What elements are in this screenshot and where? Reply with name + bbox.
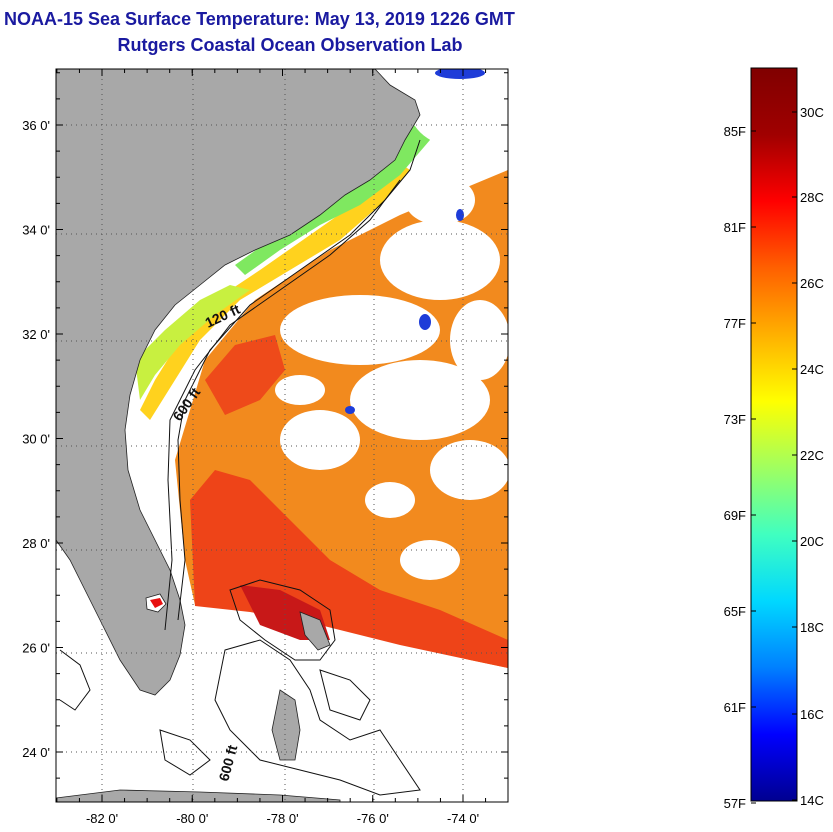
colorbar-f-label: 77F (724, 316, 746, 331)
land-abaco (299, 611, 331, 651)
colorbar-c-label: 20C (800, 534, 824, 549)
colorbar-c-label: 22C (800, 448, 824, 463)
colorbar-f-label: 57F (724, 796, 746, 811)
colorbar-celsius-labels: 30C 28C 26C 24C 22C 20C 18C 16C 14C (792, 105, 824, 808)
sst-field-hot-north (205, 335, 285, 415)
land-cuba (56, 789, 341, 802)
land-andros-island (271, 689, 301, 761)
lon-tick-label: -78 0' (266, 811, 298, 826)
land-mainland (56, 69, 421, 696)
colorbar-c-label: 18C (800, 620, 824, 635)
lat-tick-label: 24 0' (22, 745, 50, 760)
lat-tick-label: 36 0' (22, 118, 50, 133)
lat-tick-label: 28 0' (22, 536, 50, 551)
lat-tick-label: 26 0' (22, 641, 50, 656)
sst-shelf-lime (135, 285, 250, 400)
sst-field-hot (190, 470, 508, 668)
map-subtitle: Rutgers Coastal Ocean Observation Lab (117, 35, 463, 55)
depth-contours (59, 139, 421, 796)
sst-cold-patches (345, 69, 485, 414)
colorbar-f-label: 85F (724, 124, 746, 139)
colorbar-c-label: 16C (800, 707, 824, 722)
lat-tick-label: 32 0' (22, 327, 50, 342)
colorbar-c-label: 30C (800, 105, 824, 120)
colorbar-fahrenheit-labels: 85F 81F 77F 73F 69F 65F 61F 57F (724, 124, 756, 811)
latitude-axis: 36 0' 34 0' 32 0' 30 0' 28 0' 26 0' 24 0' (22, 118, 50, 760)
colorbar-f-label: 61F (724, 700, 746, 715)
colorbar-c-label: 28C (800, 190, 824, 205)
colorbar-c-label: 26C (800, 276, 824, 291)
lon-tick-label: -80 0' (176, 811, 208, 826)
longitude-axis: -82 0' -80 0' -78 0' -76 0' -74 0' (86, 811, 479, 826)
map-content: 120 ft 600 ft 600 ft (56, 69, 508, 802)
axis-tick-marks (56, 69, 508, 802)
colorbar-f-label: 65F (724, 604, 746, 619)
lake-okeechobee-fill (150, 598, 163, 608)
map-title: NOAA-15 Sea Surface Temperature: May 13,… (4, 9, 515, 29)
colorbar (750, 67, 798, 802)
lon-tick-label: -82 0' (86, 811, 118, 826)
lat-tick-label: 30 0' (22, 432, 50, 447)
graticule (56, 69, 508, 802)
colorbar-f-label: 81F (724, 220, 746, 235)
colorbar-c-label: 14C (800, 793, 824, 808)
sst-coastal-yellow (140, 160, 410, 420)
lon-tick-label: -76 0' (357, 811, 389, 826)
lat-tick-label: 34 0' (22, 223, 50, 238)
colorbar-c-label: 24C (800, 362, 824, 377)
lon-tick-label: -74 0' (447, 811, 479, 826)
colorbar-f-label: 73F (724, 412, 746, 427)
colorbar-f-label: 69F (724, 508, 746, 523)
